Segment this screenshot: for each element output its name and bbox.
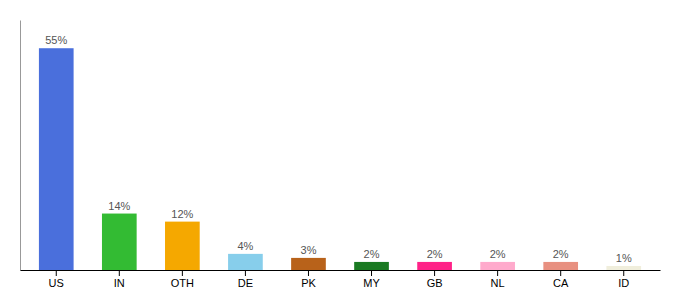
x-tick-mark <box>308 270 309 276</box>
x-tick-label: PK <box>301 277 316 289</box>
x-tick-mark <box>497 270 498 276</box>
x-tick-label: US <box>49 277 64 289</box>
data-label: 3% <box>301 244 317 256</box>
x-tick: ID <box>618 270 629 289</box>
data-label: 2% <box>427 248 443 260</box>
plot: US IN OTH DE PK MY GB NL CA ID 55% 14% 12% 4% 3% 2% 2% 2%… <box>21 21 661 289</box>
x-tick-label: IN <box>114 277 125 289</box>
data-label: 55% <box>45 34 67 46</box>
data-label: 14% <box>108 200 130 212</box>
x-tick-mark <box>56 270 57 276</box>
y-axis-line <box>20 21 21 271</box>
data-label: 1% <box>616 252 632 264</box>
data-label: 2% <box>553 248 569 260</box>
x-tick-label: OTH <box>171 277 194 289</box>
data-labels: 55% 14% 12% 4% 3% 2% 2% 2% 2% 1% <box>45 34 632 264</box>
bar <box>480 262 515 270</box>
x-tick-mark <box>371 270 372 276</box>
x-tick: IN <box>114 270 125 289</box>
bar <box>291 258 326 270</box>
bar <box>165 222 200 270</box>
x-tick-label: DE <box>238 277 253 289</box>
data-label: 2% <box>364 248 380 260</box>
bar <box>102 214 137 270</box>
bar <box>39 48 74 270</box>
chart: US IN OTH DE PK MY GB NL CA ID 55% 14% 12% 4% 3% 2% 2% 2%… <box>0 0 680 300</box>
x-axis: US IN OTH DE PK MY GB NL CA ID <box>21 270 661 289</box>
x-tick-label: GB <box>427 277 443 289</box>
data-label: 4% <box>237 240 253 252</box>
x-tick: GB <box>427 270 443 289</box>
x-tick: US <box>49 270 64 289</box>
x-tick: NL <box>491 270 505 289</box>
x-tick-label: NL <box>491 277 505 289</box>
data-label: 12% <box>171 208 193 220</box>
x-tick-mark <box>560 270 561 276</box>
bars <box>39 48 641 270</box>
x-tick: CA <box>553 270 569 289</box>
x-tick: MY <box>363 270 380 289</box>
bar <box>543 262 578 270</box>
x-axis-line <box>21 270 661 271</box>
x-tick-mark <box>434 270 435 276</box>
x-tick-mark <box>119 270 120 276</box>
x-tick: DE <box>238 270 253 289</box>
x-tick: PK <box>301 270 316 289</box>
x-tick-label: ID <box>618 277 629 289</box>
bar <box>606 266 641 270</box>
x-tick-label: MY <box>363 277 380 289</box>
bar <box>354 262 389 270</box>
x-tick-mark <box>182 270 183 276</box>
bar <box>417 262 452 270</box>
x-tick: OTH <box>171 270 194 289</box>
x-tick-mark <box>623 270 624 276</box>
x-tick-label: CA <box>553 277 569 289</box>
y-axis <box>20 21 21 271</box>
bar <box>228 254 263 270</box>
x-tick-mark <box>245 270 246 276</box>
data-label: 2% <box>490 248 506 260</box>
